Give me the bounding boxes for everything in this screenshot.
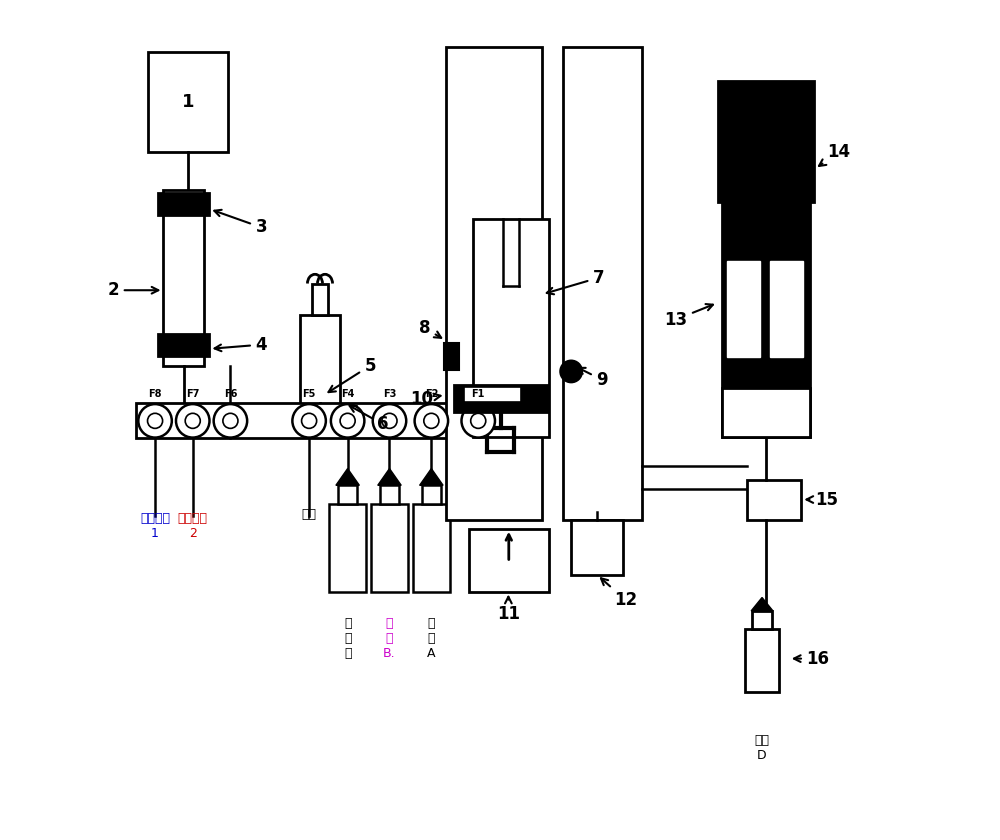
Text: F1: F1 [472,389,485,399]
Bar [722,202,810,437]
Bar [422,486,441,504]
Bar [752,611,772,629]
Circle shape [382,413,397,428]
Bar [371,504,408,591]
Polygon shape [378,469,401,486]
Bar [338,486,357,504]
Circle shape [302,413,317,428]
Text: 3: 3 [214,210,267,236]
Text: 15: 15 [807,491,838,508]
Text: 取样通道
2: 取样通道 2 [178,512,208,540]
Text: 试剪
D: 试剪 D [755,734,770,762]
Circle shape [138,404,172,438]
Bar [158,333,209,355]
Text: 12: 12 [601,578,637,609]
Bar [469,529,549,591]
Bar [413,504,450,591]
Circle shape [292,404,326,438]
Text: 2: 2 [107,281,158,299]
Text: 13: 13 [664,304,713,328]
Text: F5: F5 [302,389,316,399]
Text: 8: 8 [419,319,441,338]
Text: 6: 6 [350,406,389,433]
Bar [745,629,779,692]
Circle shape [373,404,406,438]
Bar [722,388,810,437]
Text: 纯
净
水: 纯 净 水 [344,617,351,659]
Text: 16: 16 [794,649,830,668]
Circle shape [340,413,355,428]
Text: 试
剂
B.: 试 剂 B. [383,617,396,659]
Circle shape [560,360,582,382]
Bar [329,504,366,591]
Text: F7: F7 [186,389,199,399]
Text: F3: F3 [383,389,396,399]
Circle shape [214,404,247,438]
Text: 10: 10 [411,390,441,408]
Bar [312,284,328,315]
Circle shape [223,413,238,428]
Bar [454,385,548,412]
Text: 7: 7 [547,269,605,294]
Circle shape [415,404,448,438]
Bar [300,315,340,412]
Bar [158,193,209,215]
Bar [727,261,760,357]
Circle shape [331,404,364,438]
Bar [473,219,549,437]
Bar [444,343,459,370]
Bar [563,47,642,521]
Text: 1: 1 [182,93,194,111]
Text: F8: F8 [148,389,162,399]
Bar [571,521,623,575]
Text: F4: F4 [341,389,354,399]
Circle shape [461,404,495,438]
Text: F6: F6 [224,389,237,399]
Bar [148,51,228,152]
Circle shape [176,404,209,438]
Polygon shape [420,469,443,486]
Polygon shape [336,469,359,486]
Circle shape [471,413,486,428]
Bar [770,261,803,357]
Text: 9: 9 [578,368,608,389]
Circle shape [185,413,200,428]
Bar [464,386,521,402]
Text: 备用: 备用 [302,508,317,521]
Text: 14: 14 [819,143,851,166]
Bar [163,190,204,365]
Polygon shape [751,597,773,611]
Text: F2: F2 [425,389,438,399]
Circle shape [148,413,163,428]
Text: 试
剂
A: 试 剂 A [427,617,436,659]
Text: 4: 4 [215,336,267,354]
Text: 11: 11 [497,596,520,623]
Text: 5: 5 [328,357,376,392]
Bar [747,480,801,521]
Text: 取样通道
1: 取样通道 1 [140,512,170,540]
Bar [446,47,542,521]
Bar [380,486,399,504]
Circle shape [424,413,439,428]
Bar [718,81,814,202]
Bar [136,403,517,438]
